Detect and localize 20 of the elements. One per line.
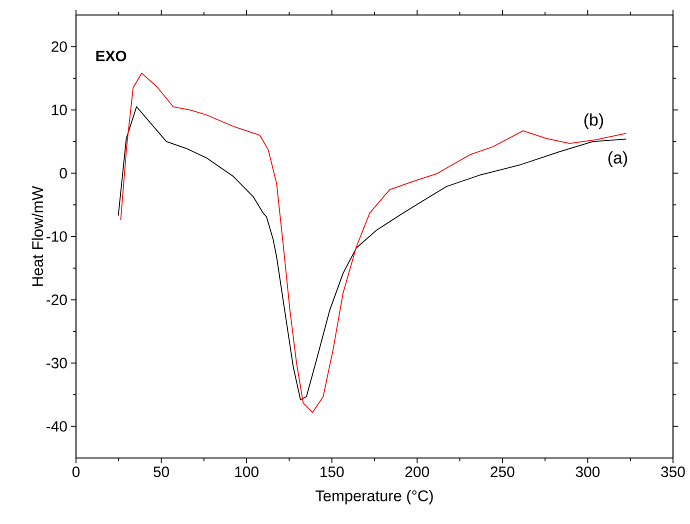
y-tick-label: -20 [46, 294, 67, 306]
y-tick-label: -10 [46, 231, 67, 242]
x-tick-label: 100 [235, 466, 258, 478]
y-axis-title: Heat Flow/mW [32, 186, 44, 286]
y-tick-label: -40 [46, 421, 67, 432]
y-tick-label: 0 [60, 168, 67, 178]
x-tick-label: 150 [320, 466, 344, 478]
x-tick-label: 300 [576, 466, 600, 478]
x-tick-label: 200 [405, 466, 430, 478]
x-tick-label: 50 [154, 466, 170, 478]
series-label: (a) [608, 151, 628, 168]
y-tick-label: 20 [52, 41, 67, 52]
x-axis-title: Temperature (°C) [316, 490, 433, 504]
x-tick-label: 0 [72, 466, 80, 478]
x-tick-label: 250 [490, 466, 514, 478]
y-tick-label: -30 [46, 358, 67, 368]
x-tick-label: 350 [661, 466, 685, 478]
annotation: EXO [96, 50, 126, 62]
series-label: (b) [584, 113, 604, 130]
y-tick-label: 10 [52, 104, 67, 116]
